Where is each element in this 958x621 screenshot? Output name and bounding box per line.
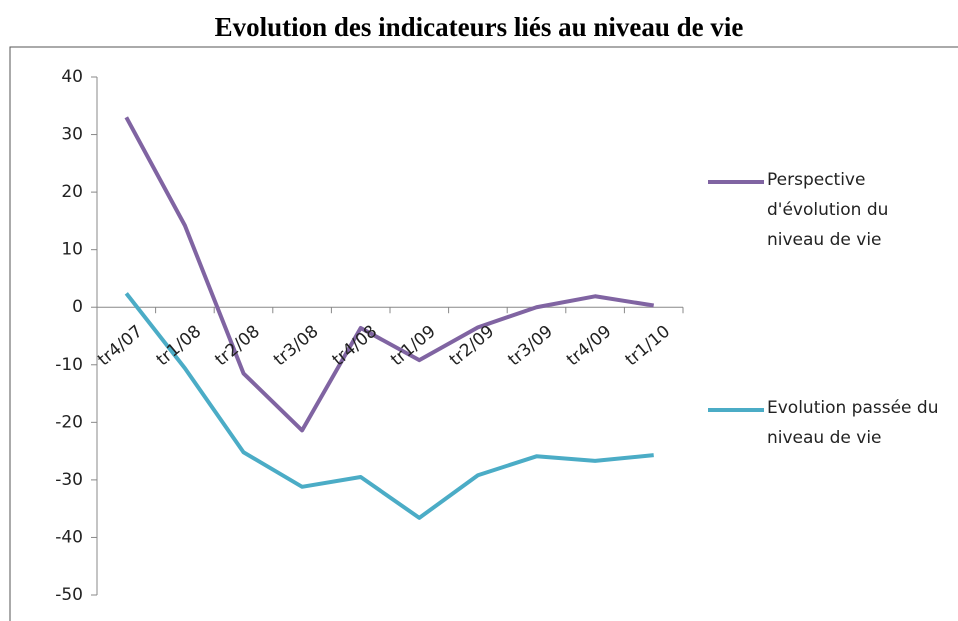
legend-label: Evolution passée du niveau de vie — [767, 398, 939, 448]
y-tick-label: -50 — [55, 585, 83, 605]
chart-title: Evolution des indicateurs liés au niveau… — [215, 12, 744, 42]
y-tick-label: -20 — [55, 412, 83, 432]
x-tick-label: tr3/08 — [270, 322, 323, 371]
x-tick-label: tr4/07 — [94, 322, 147, 371]
x-tick-label: tr4/08 — [329, 322, 382, 371]
series-line — [124, 116, 655, 433]
y-tick-label: 30 — [61, 125, 83, 145]
y-tick-label: -40 — [55, 527, 83, 547]
y-tick-label: -30 — [55, 470, 83, 490]
y-tick-label: 40 — [61, 67, 83, 87]
legend-label: Perspective d'évolution du niveau de vie — [767, 170, 889, 250]
y-tick-label: 10 — [61, 240, 83, 260]
x-tick-label: tr3/09 — [504, 322, 557, 371]
y-tick-label: 20 — [61, 182, 83, 202]
series-line — [124, 292, 654, 520]
y-tick-label: -10 — [55, 355, 83, 375]
chart-frame — [9, 46, 958, 621]
x-tick-label: tr4/09 — [563, 322, 616, 371]
x-tick-label: tr1/10 — [622, 322, 675, 371]
y-tick-label: 0 — [72, 297, 83, 317]
